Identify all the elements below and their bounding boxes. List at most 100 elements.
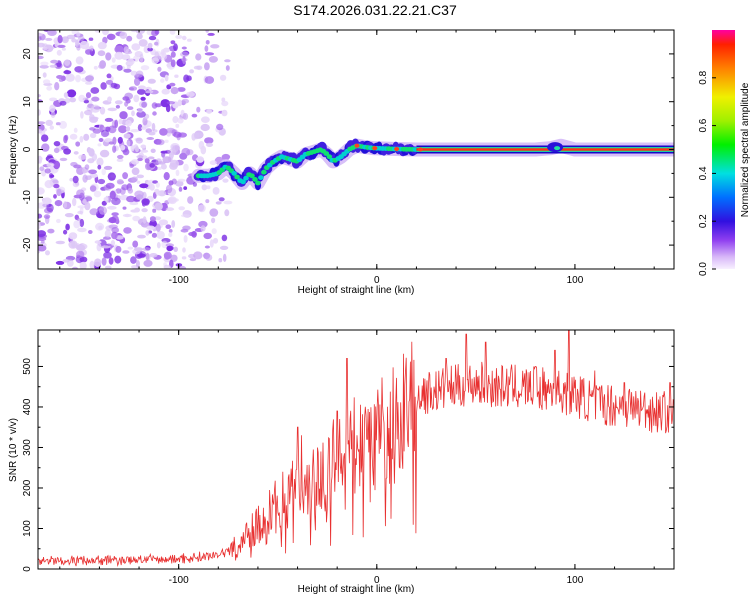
noise-blob: [173, 246, 178, 252]
noise-blob: [99, 106, 106, 115]
noise-blob: [100, 129, 110, 138]
noise-blob: [148, 35, 157, 41]
track-hotspot: [372, 146, 378, 151]
noise-blob: [91, 96, 100, 102]
noise-blob: [85, 81, 93, 85]
track-hotspot: [417, 147, 423, 152]
noise-blob: [117, 136, 123, 144]
noise-blob: [101, 257, 107, 266]
noise-blob: [114, 119, 119, 128]
noise-blob: [204, 52, 215, 56]
heatmap-xtick-label: -100: [169, 275, 189, 286]
noise-blob: [132, 215, 141, 222]
noise-blob: [111, 227, 119, 234]
noise-blob: [71, 241, 76, 248]
noise-blob: [182, 247, 186, 253]
noise-blob: [154, 202, 163, 211]
colorbar: 0.0 0.2 0.4 0.6 0.8 Normalized spectral ampl…: [698, 30, 750, 276]
noise-blob: [99, 149, 110, 158]
heatmap-ytick-label: -10: [22, 190, 33, 205]
noise-blob: [143, 259, 153, 267]
noise-blob: [64, 59, 71, 66]
noise-blob: [53, 160, 61, 170]
noise-blob: [150, 148, 156, 153]
noise-blob: [114, 100, 123, 105]
noise-blob: [136, 180, 141, 184]
noise-blob: [108, 125, 117, 134]
noise-blob: [122, 172, 128, 180]
noise-blob: [89, 127, 96, 131]
noise-blob: [127, 106, 134, 110]
noise-blob: [126, 64, 131, 70]
noise-blob: [137, 234, 146, 239]
noise-blob: [221, 97, 226, 102]
noise-blob: [72, 175, 79, 184]
noise-blob: [180, 51, 189, 58]
noise-blob: [38, 55, 44, 60]
noise-blob: [59, 157, 68, 162]
noise-blob: [97, 41, 107, 50]
snr-panel: -100 0 100 0 100 200 300 400 500 Height of strai…: [8, 329, 675, 595]
noise-blob: [57, 44, 66, 49]
colorbar-tick-label: 0.0: [698, 262, 709, 276]
noise-blob: [130, 256, 137, 264]
noise-blob: [94, 258, 102, 268]
noise-blob: [145, 230, 150, 236]
noise-blob: [207, 32, 215, 36]
noise-blob: [114, 51, 124, 60]
track-core: [234, 174, 240, 180]
noise-blob: [114, 255, 122, 264]
noise-blob: [112, 145, 117, 153]
noise-blob: [212, 187, 220, 195]
heatmap-ytick-label: 20: [22, 48, 33, 60]
noise-blob: [68, 232, 78, 240]
snr-series-line: [38, 330, 674, 567]
noise-blob: [76, 244, 85, 252]
noise-blob: [126, 140, 131, 147]
noise-blob: [101, 200, 107, 206]
noise-blob: [183, 186, 188, 191]
noise-blob: [126, 195, 136, 203]
noise-blob: [54, 200, 63, 207]
noise-blob: [78, 94, 86, 102]
noise-blob: [101, 168, 106, 176]
noise-blob: [209, 208, 219, 217]
noise-blob: [221, 100, 229, 107]
noise-blob: [168, 180, 174, 186]
noise-blob: [211, 228, 217, 235]
noise-blob: [65, 73, 75, 82]
noise-blob: [142, 216, 147, 224]
noise-blob: [187, 196, 194, 204]
noise-blob: [175, 34, 183, 39]
track-bulge-core: [554, 146, 561, 151]
noise-blob: [63, 229, 68, 235]
noise-blob: [158, 52, 168, 61]
noise-blob: [140, 96, 146, 101]
noise-blob: [121, 184, 129, 191]
noise-blob: [94, 240, 102, 244]
noise-blob: [148, 131, 156, 136]
noise-blob: [110, 82, 118, 89]
track-hotspot: [394, 147, 400, 152]
noise-blob: [118, 118, 123, 125]
snr-ylabel: SNR (10 * v/v): [8, 418, 19, 482]
noise-blob: [38, 237, 47, 241]
noise-blob: [205, 254, 213, 261]
noise-blob: [147, 156, 155, 160]
noise-blob: [222, 253, 227, 262]
noise-blob: [140, 144, 147, 149]
noise-blob: [71, 38, 77, 43]
noise-blob: [77, 205, 87, 209]
noise-blob: [38, 109, 41, 116]
noise-blob: [49, 104, 56, 113]
noise-blob: [136, 155, 144, 159]
noise-blob: [146, 225, 155, 230]
noise-blob: [103, 165, 113, 170]
noise-blob: [169, 30, 176, 35]
noise-blob: [191, 113, 198, 118]
noise-blob: [123, 68, 132, 73]
noise-blob: [122, 96, 130, 101]
noise-blob: [89, 260, 95, 269]
noise-blob: [100, 82, 107, 90]
